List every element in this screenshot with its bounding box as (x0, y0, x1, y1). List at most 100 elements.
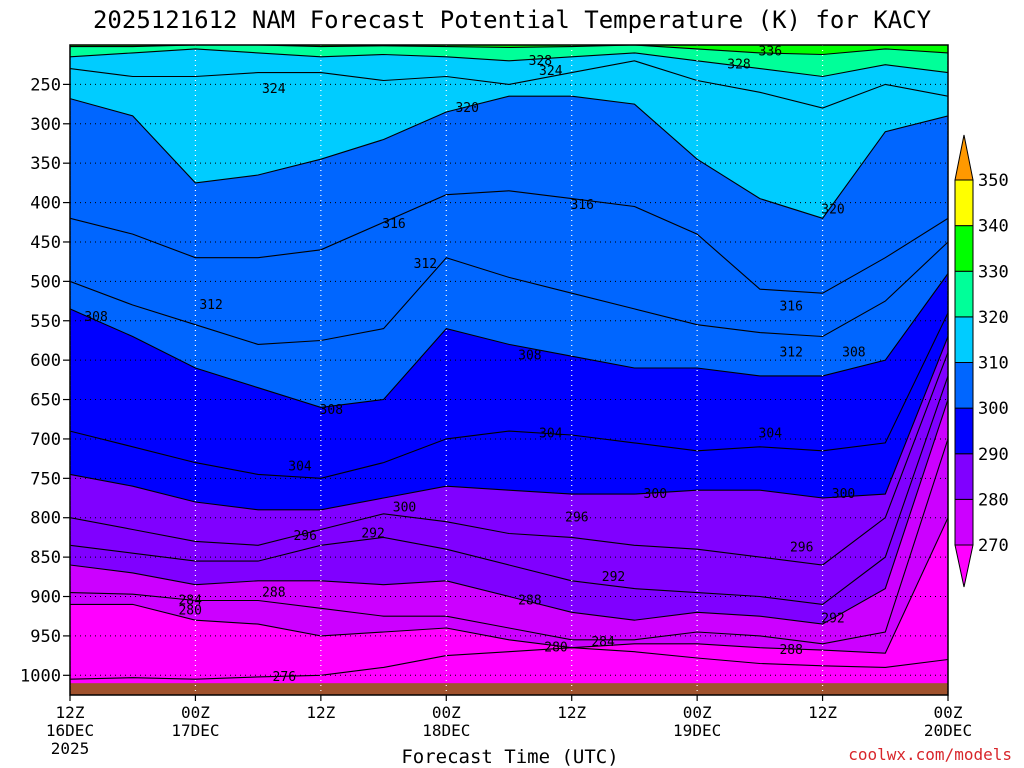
contour-label: 296 (790, 541, 813, 556)
x-tick-date: 19DEC (673, 721, 721, 740)
chart-title: 2025121612 NAM Forecast Potential Temper… (93, 6, 932, 34)
isentrope-lines (70, 45, 948, 680)
isentrope-284 (70, 438, 948, 645)
contour-label: 304 (759, 426, 783, 441)
colorbar-segment (954, 407, 974, 455)
contour-label: 336 (759, 44, 782, 59)
colorbar-segment (954, 498, 974, 546)
colorbar-segment (954, 453, 974, 500)
contour-label: 288 (518, 594, 541, 609)
y-tick-label: 750 (30, 469, 61, 489)
theta-band-276 (70, 647, 948, 695)
isentrope-336 (70, 45, 948, 56)
contour-label: 296 (565, 511, 588, 526)
colorbar-label: 330 (978, 262, 1009, 282)
contour-label: 312 (199, 298, 222, 313)
terrain-strip (70, 683, 948, 695)
contour-label: 300 (644, 487, 667, 502)
contour-label: 300 (393, 501, 416, 516)
contour-label: 292 (361, 527, 384, 542)
contour-label: 308 (84, 310, 107, 325)
colorbar-label: 290 (978, 445, 1009, 465)
y-tick-label: 1000 (20, 666, 61, 686)
isentrope-324 (70, 60, 948, 109)
isentrope-300 (70, 336, 948, 511)
isentrope-280 (70, 517, 948, 654)
colorbar-bottom-arrow (954, 544, 974, 588)
pressure-axis: 250 300 350 400 450 500 550 600 650 700 750 800 850 9… (20, 75, 70, 686)
contour-label: 308 (518, 348, 541, 363)
x-tick-time: 12Z (808, 703, 837, 722)
colorbar-segment (954, 225, 974, 272)
x-axis-label: Forecast Time (UTC) (401, 746, 618, 768)
colorbar-label: 280 (978, 490, 1009, 510)
contour-label: 304 (539, 426, 563, 441)
y-tick-label: 250 (30, 75, 61, 95)
y-tick-label: 950 (30, 627, 61, 647)
isentrope-276 (70, 647, 948, 680)
colorbar-segment (954, 179, 974, 227)
contour-label: 284 (591, 635, 615, 650)
y-tick-label: 450 (30, 233, 61, 253)
contour-label: 320 (821, 203, 844, 218)
contour-labels: 3083122842802882963043082762923003163123… (84, 44, 865, 685)
contour-label: 312 (414, 257, 437, 272)
x-tick-time: 00Z (683, 703, 712, 722)
y-tick-label: 650 (30, 391, 61, 411)
colorbar-label: 310 (978, 354, 1009, 374)
colorbar-top-arrow (954, 134, 974, 181)
contour-label: 292 (602, 570, 625, 585)
isentrope-296 (70, 352, 948, 566)
x-tick-time: 12Z (306, 703, 335, 722)
credit-text: coolwx.com/models (848, 745, 1012, 764)
x-tick-time: 00Z (432, 703, 461, 722)
contour-label: 276 (273, 670, 296, 685)
x-tick-time: 00Z (934, 703, 963, 722)
isentrope-292 (70, 375, 948, 605)
contour-label: 316 (779, 300, 802, 315)
colorbar-segment (954, 316, 974, 363)
colorbar: 270 280 290 300 310 320 330 340 350 (954, 134, 1009, 588)
contour-label: 328 (727, 58, 750, 73)
isentrope-308 (70, 273, 948, 408)
contour-label: 284 (178, 594, 202, 609)
y-tick-label: 600 (30, 351, 61, 371)
colorbar-segment (954, 270, 974, 318)
y-tick-label: 800 (30, 509, 61, 529)
isentrope-320 (70, 95, 948, 219)
theta-band-280 (70, 517, 948, 695)
contour-label: 300 (832, 487, 855, 502)
isentrope-312 (70, 241, 948, 345)
contour-label: 288 (779, 643, 802, 658)
y-tick-label: 500 (30, 272, 61, 292)
contour-label: 280 (544, 641, 567, 656)
contour-label: 296 (293, 529, 316, 544)
colorbar-label: 340 (978, 217, 1009, 237)
y-tick-label: 700 (30, 430, 61, 450)
x-tick-date: 16DEC (46, 721, 94, 740)
contour-label: 316 (570, 198, 593, 213)
y-tick-label: 350 (30, 154, 61, 174)
contour-label: 308 (842, 345, 865, 360)
y-tick-label: 850 (30, 548, 61, 568)
contour-label: 316 (382, 217, 405, 232)
x-tick-date: 20DEC (924, 721, 972, 740)
plot-frame (69, 44, 949, 696)
y-tick-label: 900 (30, 588, 61, 608)
contour-label: 304 (288, 460, 312, 475)
potential-temperature-fill (70, 45, 948, 695)
isentrope-304 (70, 312, 948, 479)
contour-label: 308 (320, 403, 343, 418)
x-tick-time: 00Z (181, 703, 210, 722)
contour-label: 312 (779, 345, 802, 360)
x-tick-year: 2025 (51, 739, 90, 758)
x-tick-date: 18DEC (422, 721, 470, 740)
x-tick-time: 12Z (557, 703, 586, 722)
contour-label: 288 (262, 586, 285, 601)
x-tick-time: 12Z (56, 703, 85, 722)
contour-label: 292 (821, 612, 844, 627)
colorbar-label: 270 (978, 536, 1009, 556)
contour-label: 280 (178, 604, 201, 619)
